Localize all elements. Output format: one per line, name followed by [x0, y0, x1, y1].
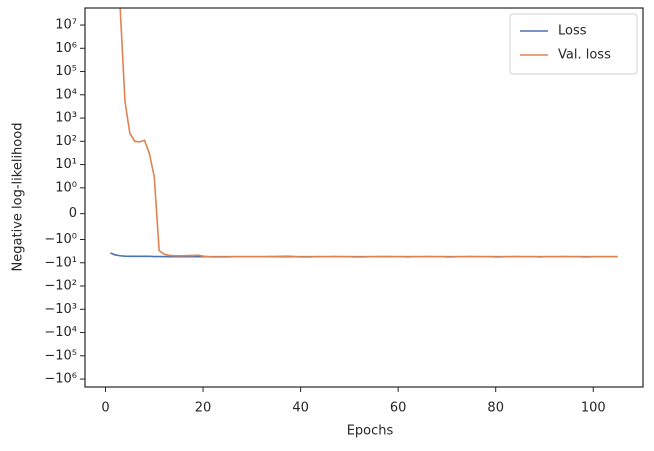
line-series — [119, 8, 618, 258]
y-tick-label: −10³ — [44, 302, 77, 317]
legend-box — [509, 13, 638, 75]
y-tick-label: 0 — [69, 206, 77, 221]
plot-frame — [84, 7, 644, 388]
y-tick-label: 10¹ — [55, 157, 77, 172]
legend-label: Val. loss — [558, 48, 611, 63]
y-tick-label: 10² — [55, 134, 77, 149]
y-tick-label: −10⁰ — [44, 232, 77, 247]
y-tick-label: −10⁴ — [44, 325, 77, 340]
y-tick-label: −10¹ — [44, 255, 77, 270]
x-tick-label: 100 — [581, 401, 606, 416]
plot-area — [110, 8, 618, 258]
legend-label: Loss — [558, 24, 587, 39]
y-tick-label: 10⁶ — [55, 41, 77, 56]
y-tick-label: 10⁰ — [55, 180, 77, 195]
y-axis-label: Negative log-likelihood — [11, 123, 26, 272]
y-tick-label: −10² — [44, 279, 77, 294]
x-tick-label: 80 — [487, 401, 504, 416]
y-tick-label: 10³ — [55, 111, 77, 126]
y-tick-label: −10⁵ — [44, 348, 77, 363]
x-tick-label: 20 — [195, 401, 212, 416]
y-tick-label: 10⁴ — [55, 87, 77, 102]
y-tick-label: −10⁶ — [44, 372, 77, 387]
x-axis-label: Epochs — [347, 424, 394, 439]
x-tick-label: 0 — [101, 401, 109, 416]
x-tick-label: 40 — [292, 401, 309, 416]
y-tick-label: 10⁵ — [55, 64, 77, 79]
y-tick-label: 10⁷ — [55, 18, 77, 33]
x-tick-label: 60 — [390, 401, 407, 416]
